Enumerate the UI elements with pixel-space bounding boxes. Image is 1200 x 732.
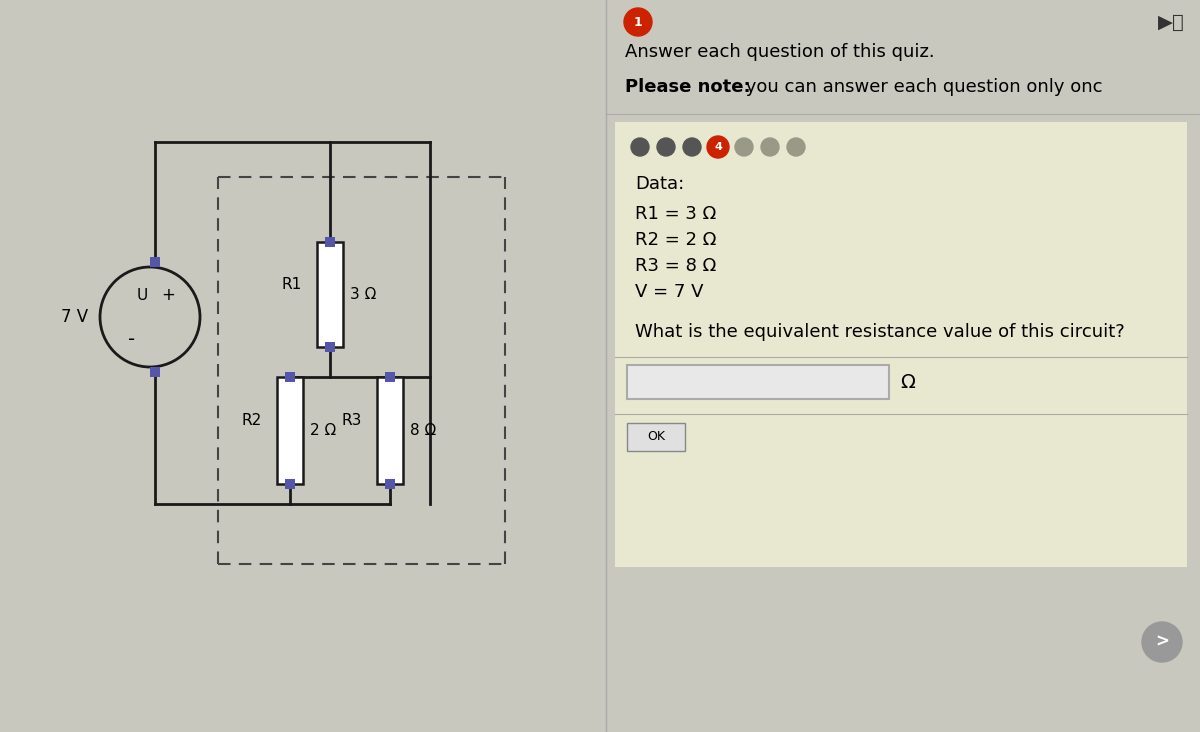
Text: >: > [1154, 633, 1169, 651]
Text: V = 7 V: V = 7 V [635, 283, 703, 301]
Circle shape [683, 138, 701, 156]
Circle shape [658, 138, 674, 156]
Bar [606, 0, 1200, 732]
FancyBboxPatch shape [628, 365, 889, 399]
Text: Ω: Ω [900, 373, 914, 392]
Point [320, 236, 340, 248]
Text: What is the equivalent resistance value of this circuit?: What is the equivalent resistance value … [635, 323, 1124, 341]
Circle shape [624, 8, 652, 36]
Text: 3 Ω: 3 Ω [350, 287, 377, 302]
Bar [317, 242, 343, 347]
Text: you can answer each question only onc: you can answer each question only onc [740, 78, 1103, 96]
Text: 1: 1 [634, 15, 642, 29]
Circle shape [707, 136, 730, 158]
Circle shape [1142, 622, 1182, 662]
Text: Please note:: Please note: [625, 78, 751, 96]
Text: R3 = 8 Ω: R3 = 8 Ω [635, 257, 716, 275]
Text: OK: OK [647, 430, 665, 444]
Point [145, 256, 164, 268]
Point [145, 366, 164, 378]
Point [380, 478, 400, 490]
Text: R1: R1 [282, 277, 302, 292]
Point [320, 341, 340, 353]
Text: Answer each question of this quiz.: Answer each question of this quiz. [625, 43, 935, 61]
Circle shape [734, 138, 754, 156]
Point [281, 478, 300, 490]
Text: U: U [137, 288, 148, 302]
Circle shape [761, 138, 779, 156]
Text: 8 Ω: 8 Ω [410, 423, 437, 438]
Text: ▶⦰: ▶⦰ [1158, 12, 1186, 31]
Bar [277, 377, 302, 484]
Bar [0, 0, 606, 732]
Point [380, 371, 400, 383]
Text: 7 V: 7 V [61, 308, 89, 326]
Text: R1 = 3 Ω: R1 = 3 Ω [635, 205, 716, 223]
Point [281, 371, 300, 383]
FancyBboxPatch shape [628, 423, 685, 451]
Text: Data:: Data: [635, 175, 684, 193]
Circle shape [787, 138, 805, 156]
Text: 2 Ω: 2 Ω [310, 423, 336, 438]
Text: +: + [161, 286, 175, 304]
Text: R2: R2 [242, 413, 262, 428]
Circle shape [631, 138, 649, 156]
Text: -: - [128, 329, 136, 348]
Bar [377, 377, 403, 484]
Text: R3: R3 [342, 413, 362, 428]
Text: 4: 4 [714, 142, 722, 152]
Bar [616, 122, 1187, 567]
Text: R2 = 2 Ω: R2 = 2 Ω [635, 231, 716, 249]
